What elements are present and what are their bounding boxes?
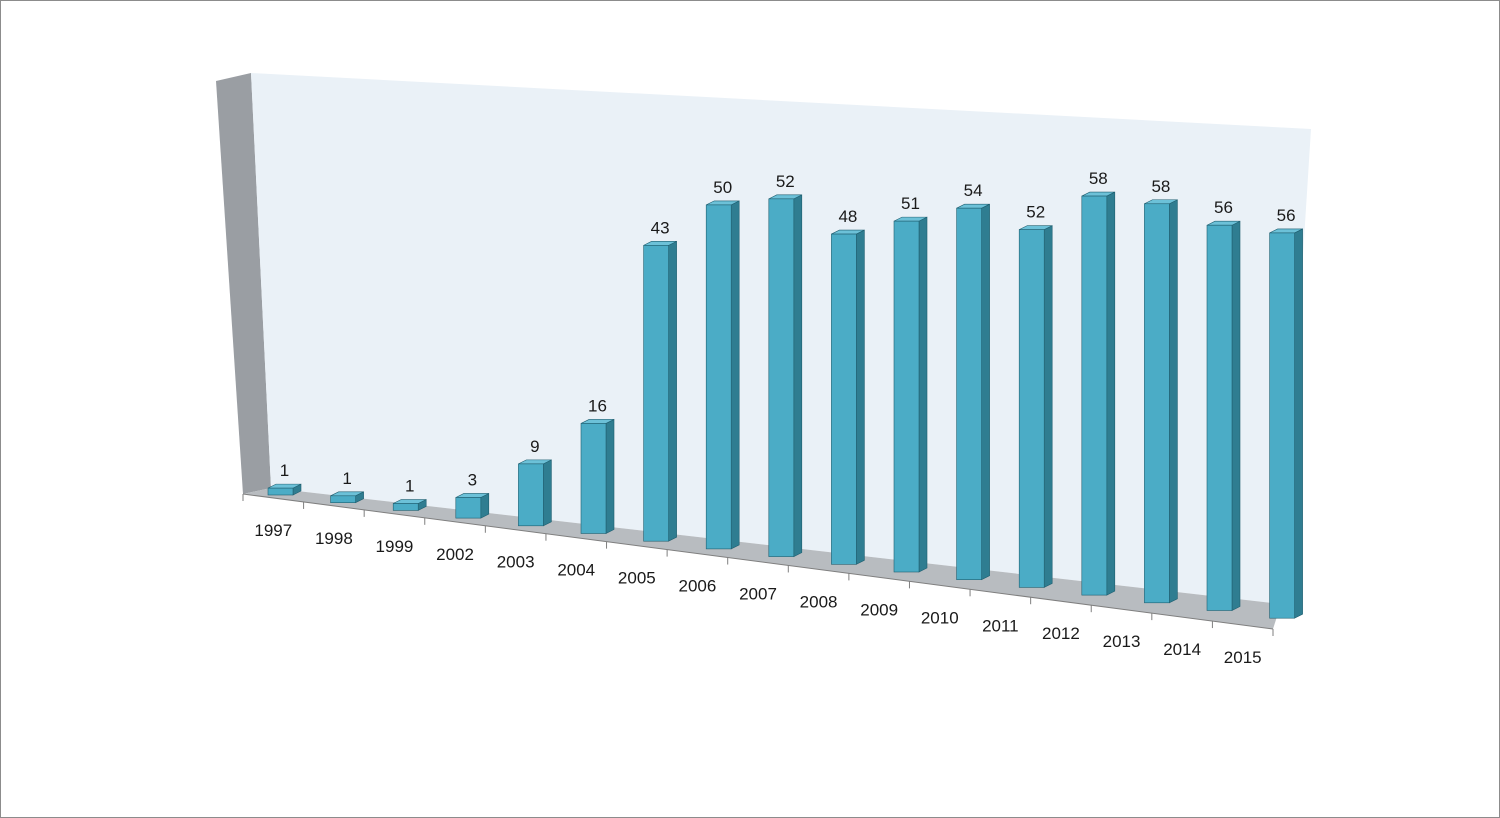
data-label: 56 <box>1277 206 1296 225</box>
data-label: 58 <box>1089 169 1108 188</box>
bar-side <box>1106 191 1116 596</box>
bar-side <box>1231 220 1241 611</box>
bar-side <box>856 229 865 565</box>
x-tick-label: 2015 <box>1224 648 1262 667</box>
bar-side <box>1169 199 1178 604</box>
x-tick-label: 2004 <box>557 561 595 580</box>
data-label: 1 <box>342 469 351 488</box>
x-tick-label: 2012 <box>1042 624 1080 643</box>
bar <box>267 483 302 496</box>
bar-side <box>605 418 615 534</box>
bar-front <box>1144 203 1170 604</box>
bar-front <box>1018 229 1045 588</box>
bar-front <box>768 198 795 557</box>
bar <box>643 240 677 542</box>
x-axis-line <box>242 493 1274 630</box>
bar-side <box>543 459 552 527</box>
data-label: 1 <box>405 477 414 496</box>
bar <box>330 491 364 504</box>
x-tick-label: 2008 <box>800 592 838 611</box>
bar-side <box>1294 228 1303 619</box>
data-label: 56 <box>1214 198 1233 217</box>
bar-side <box>918 216 928 573</box>
bar-front <box>643 245 669 542</box>
bar-side <box>981 203 990 581</box>
bar-side <box>730 200 740 550</box>
floor <box>243 488 1281 629</box>
x-tick-label: 2002 <box>436 545 474 564</box>
bar <box>768 194 803 558</box>
bar <box>1269 228 1303 619</box>
bar <box>705 200 740 550</box>
bar <box>580 418 615 534</box>
x-tick-label: 2007 <box>739 585 777 604</box>
bar <box>392 499 427 511</box>
data-label: 54 <box>964 181 983 200</box>
x-tick-label: 2005 <box>618 569 656 588</box>
data-label: 48 <box>838 207 857 226</box>
x-tick-label: 1999 <box>376 537 414 556</box>
bar-front <box>1206 224 1233 611</box>
bar-front <box>267 487 294 496</box>
x-axis-ticks: 1997 1998 1999 2002 2003 2004 2005 2006 2007 2008… <box>242 494 1274 667</box>
bar <box>1081 191 1116 596</box>
x-tick-label: 2014 <box>1163 640 1201 659</box>
bar-front <box>580 423 607 534</box>
bar <box>831 229 865 565</box>
bar-front <box>330 495 356 504</box>
x-tick-label: 2010 <box>921 608 959 627</box>
data-label: 3 <box>468 470 477 489</box>
x-tick-label: 2006 <box>678 577 716 596</box>
bar <box>1018 225 1053 588</box>
data-labels: 1 1 1 3 9 16 43 50 52 48 51 54 52 58 58 56 56 <box>280 169 1296 495</box>
x-tick-label: 1998 <box>315 529 353 548</box>
bar-front <box>1081 195 1108 596</box>
data-label: 52 <box>1026 203 1045 222</box>
bar-front <box>705 204 732 550</box>
data-label: 51 <box>901 194 920 213</box>
bar <box>956 203 990 581</box>
bar-front <box>956 207 982 580</box>
bar <box>1206 220 1241 611</box>
x-tick-label: 2011 <box>982 616 1019 635</box>
bar <box>518 459 552 527</box>
data-label: 50 <box>713 178 732 197</box>
data-label: 43 <box>651 218 670 237</box>
bar <box>1144 199 1178 604</box>
bar-side <box>668 240 677 542</box>
bar <box>455 492 490 519</box>
bar <box>893 216 928 573</box>
bar-front <box>455 497 482 519</box>
chart-bars <box>267 191 1303 619</box>
bar-side <box>1043 225 1053 588</box>
x-tick-label: 2003 <box>497 553 535 572</box>
bar-front <box>1269 232 1295 619</box>
data-label: 1 <box>280 461 289 480</box>
bar-front <box>392 503 419 511</box>
x-tick-label: 2013 <box>1103 632 1141 651</box>
data-label: 58 <box>1151 177 1170 196</box>
bar-front <box>831 233 857 565</box>
side-wall <box>216 73 271 494</box>
data-label: 16 <box>588 396 607 415</box>
data-label: 9 <box>530 437 539 456</box>
x-tick-label: 2009 <box>860 600 898 619</box>
data-label: 52 <box>776 172 795 191</box>
bar-front <box>518 463 544 527</box>
bar-front <box>893 220 920 573</box>
bar-side <box>793 194 803 558</box>
x-tick-label: 1997 <box>254 521 292 540</box>
